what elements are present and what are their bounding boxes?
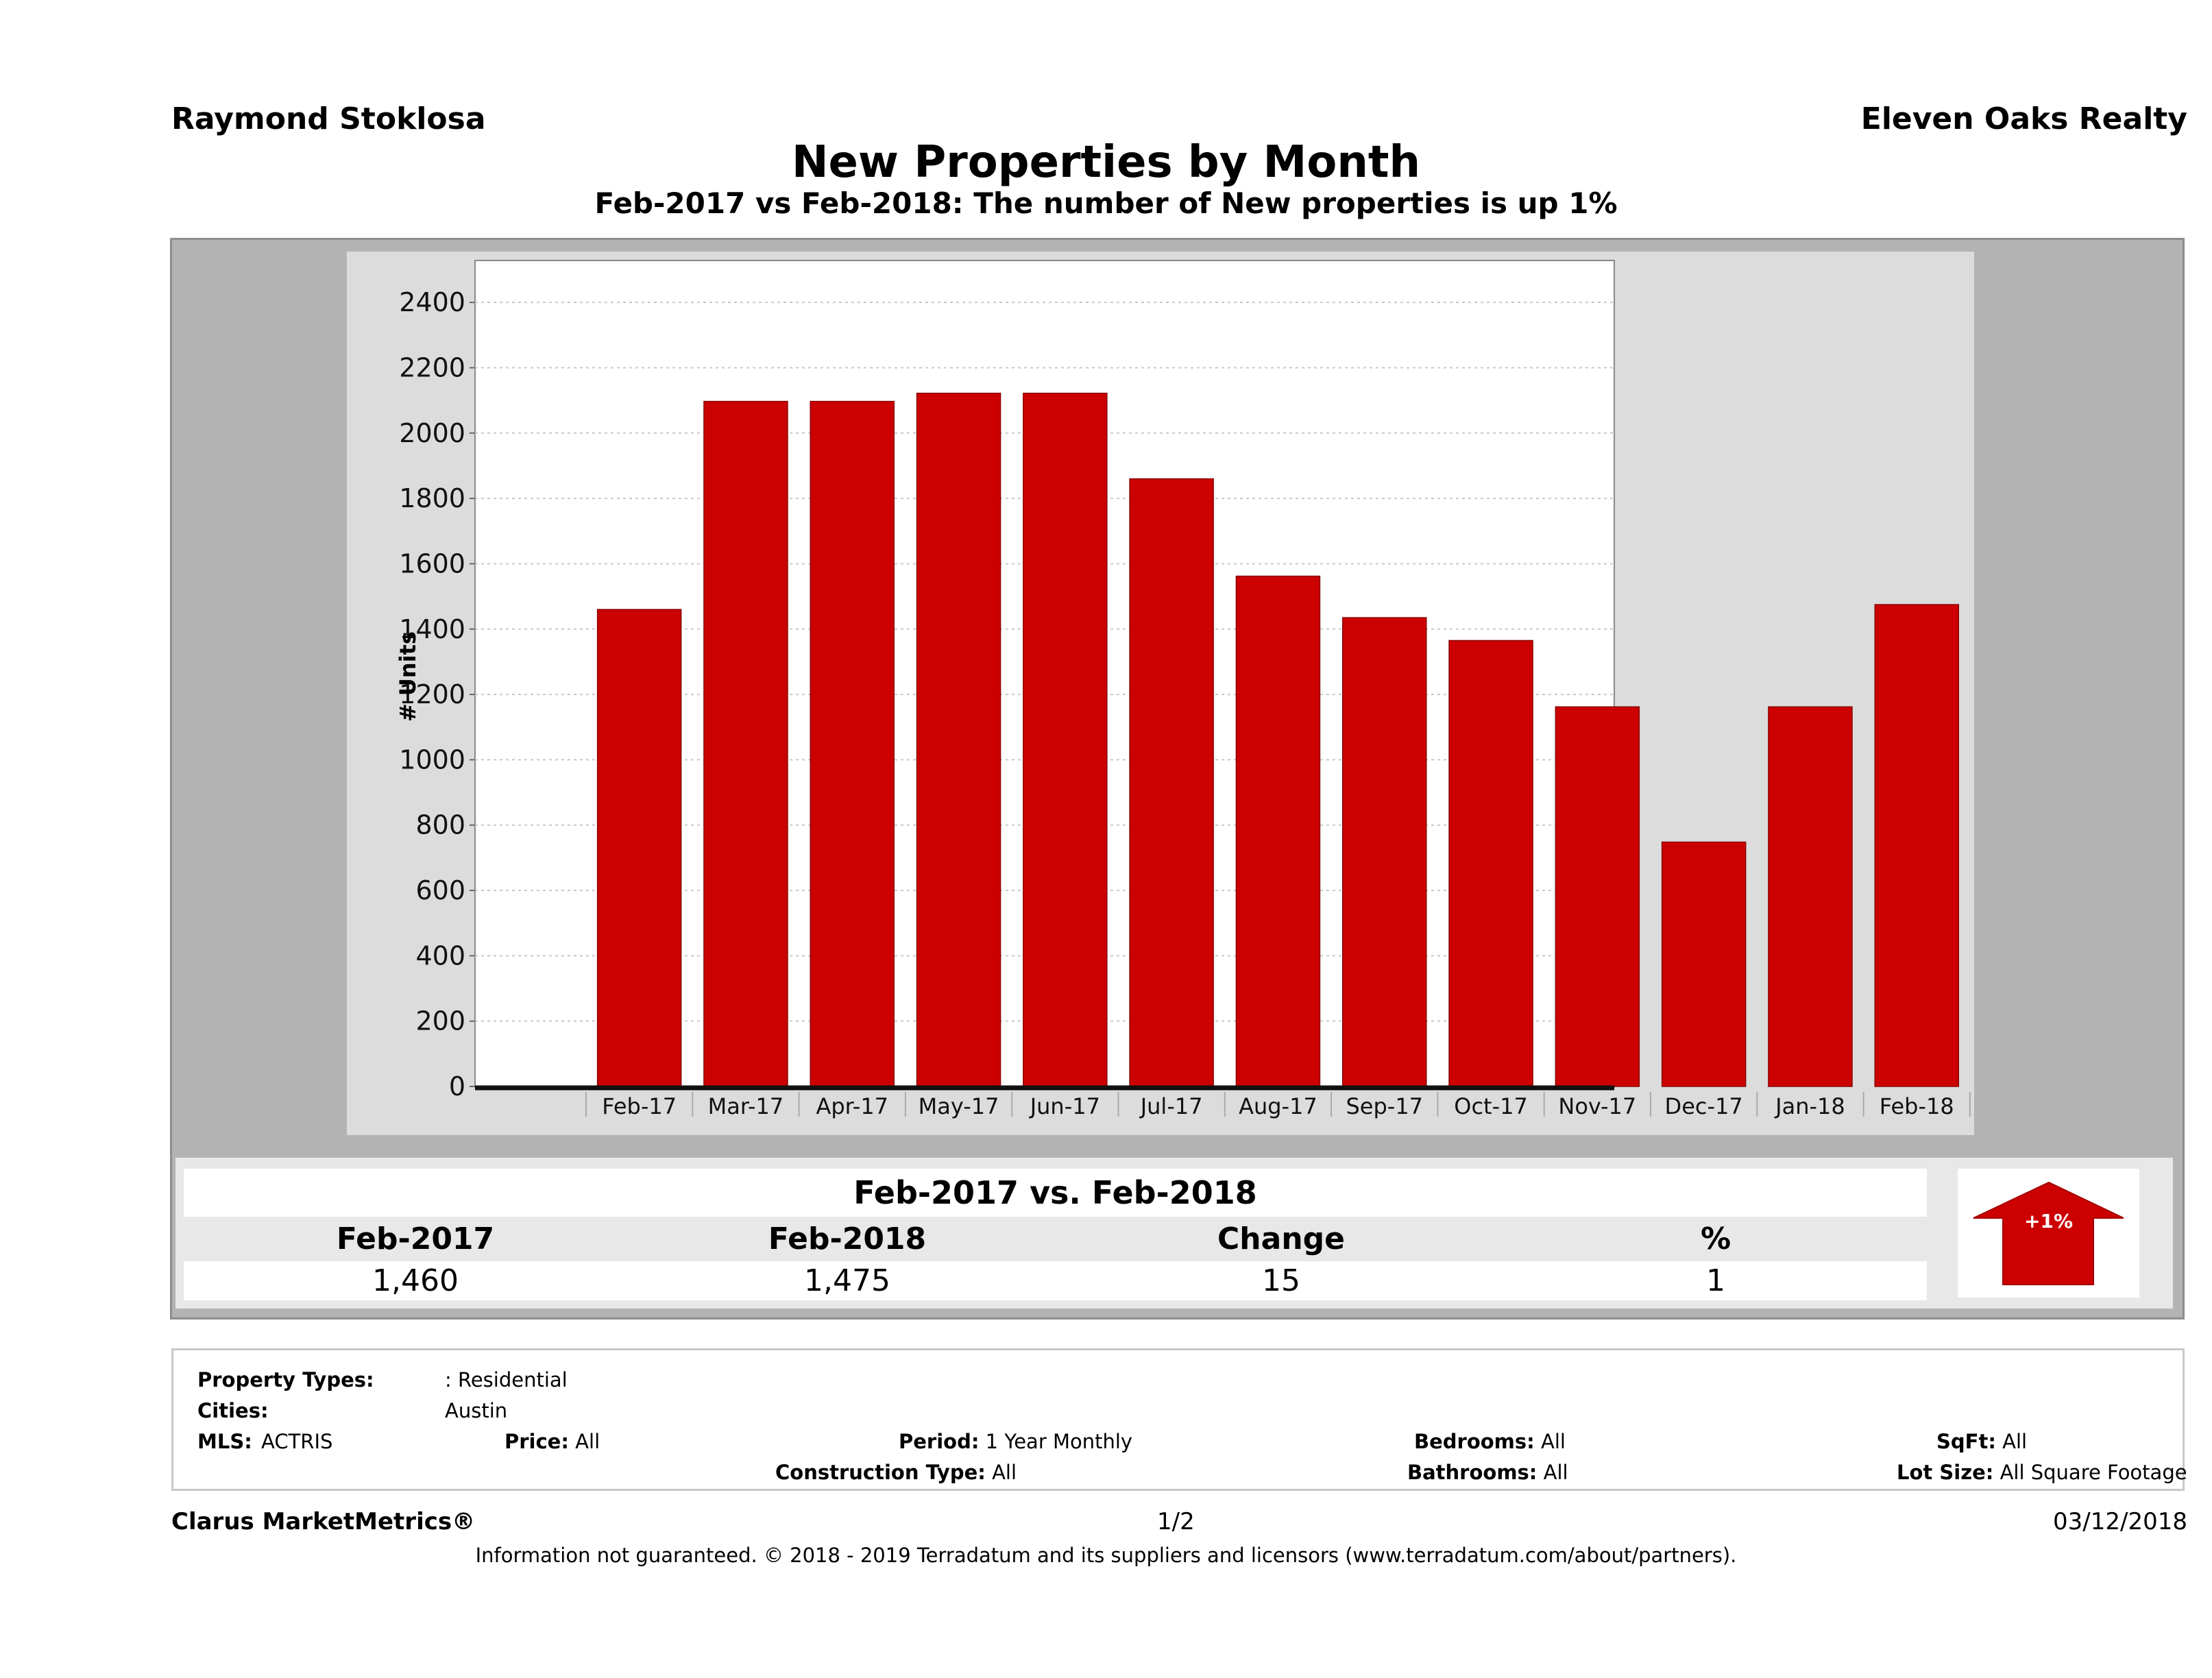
filter-bedrooms-value: All	[1540, 1430, 1566, 1453]
y-tick-label: 2000	[399, 418, 465, 448]
y-tick-label: 2400	[399, 287, 465, 317]
x-axis-ticks: Feb-17 Mar-17 Apr-17 May-17 Jun-17 Jul-17 Aug-…	[585, 1092, 1971, 1119]
change-badge-label: +1%	[2024, 1210, 2073, 1232]
bar-jan-18	[1768, 706, 1853, 1087]
header-feb-2018: Feb-2018	[768, 1221, 927, 1256]
x-tick-label: Nov-17	[1558, 1093, 1636, 1119]
bar-sep-17	[1342, 617, 1427, 1087]
filter-construction-label: Construction Type:	[775, 1461, 986, 1484]
x-tick-label: Jun-17	[1029, 1093, 1100, 1119]
x-tick-label: Feb-17	[602, 1093, 677, 1119]
filter-bathrooms-label: Bathrooms:	[1407, 1461, 1538, 1484]
filter-cities-label: Cities:	[197, 1399, 269, 1422]
x-tick-label: Jul-17	[1139, 1093, 1203, 1119]
y-tick-label: 1400	[399, 614, 465, 644]
x-tick-label: Sep-17	[1346, 1093, 1423, 1119]
y-tick-label: 400	[415, 940, 465, 971]
header-feb-2017: Feb-2017	[336, 1221, 495, 1256]
arrow-up-icon	[1973, 1181, 2124, 1285]
bar-mar-17	[703, 400, 788, 1087]
report-date: 03/12/2018	[2053, 1508, 2187, 1535]
x-tick-label: Oct-17	[1454, 1093, 1528, 1119]
bar-feb-17	[596, 609, 682, 1087]
value-change: 15	[1262, 1263, 1300, 1298]
value-feb-2017: 1,460	[372, 1263, 459, 1298]
bar-dec-17	[1661, 841, 1747, 1087]
comparison-header-row: Feb-2017 Feb-2018 Change %	[184, 1217, 1927, 1261]
filter-period-value: 1 Year Monthly	[985, 1430, 1133, 1453]
bar-aug-17	[1235, 575, 1321, 1087]
filter-property-types-value: : Residential	[445, 1368, 568, 1391]
bar-nov-17	[1555, 706, 1640, 1087]
disclaimer: Information not guaranteed. © 2018 - 201…	[475, 1544, 1737, 1567]
header-change: Change	[1217, 1221, 1345, 1256]
filter-panel: Property Types: : Residential Cities: Au…	[171, 1348, 2187, 1491]
y-tick-label: 1800	[399, 483, 465, 513]
x-tick-label: Mar-17	[708, 1093, 784, 1119]
x-tick-label: May-17	[919, 1093, 999, 1119]
bar-jul-17	[1129, 478, 1214, 1087]
comparison-values-row: 1,460 1,475 15 1	[184, 1261, 1927, 1300]
y-tick-label: 2200	[399, 352, 465, 382]
bar-jun-17	[1023, 392, 1108, 1087]
agent-name: Raymond Stoklosa	[171, 101, 486, 136]
y-tick-label: 1600	[399, 548, 465, 579]
filter-property-types-label: Property Types:	[197, 1368, 374, 1391]
filter-price-value: All	[575, 1430, 600, 1453]
filter-sqft-value: All	[2002, 1430, 2028, 1453]
filter-lotsize-value: All Square Footage	[2000, 1461, 2187, 1484]
footer-brand: Clarus MarketMetrics®	[171, 1508, 476, 1535]
x-tick-label: Aug-17	[1239, 1093, 1317, 1119]
x-tick-label: Feb-18	[1880, 1093, 1954, 1119]
filter-period-label: Period:	[899, 1430, 980, 1453]
y-tick-label: 1200	[399, 679, 465, 709]
filter-lotsize-label: Lot Size:	[1897, 1461, 1994, 1484]
filter-construction-value: All	[992, 1461, 1017, 1484]
y-tick-label: 0	[449, 1071, 465, 1102]
y-axis-ticks: 0 200 400 600 800 1000 1200 1400 1600 1800 2000 220…	[399, 287, 475, 1102]
x-tick-label: Jan-18	[1774, 1093, 1845, 1119]
y-tick-label: 600	[415, 875, 465, 905]
y-tick-label: 200	[415, 1006, 465, 1036]
report-subtitle: Feb-2017 vs Feb-2018: The number of New …	[594, 186, 1618, 220]
header-percent: %	[1700, 1221, 1731, 1256]
report-title: New Properties by Month	[791, 137, 1421, 188]
chart-panel: 0 200 400 600 800 1000 1200 1400 1600 1800 2000 220…	[347, 252, 1974, 1135]
filter-sqft-label: SqFt:	[1936, 1430, 1996, 1453]
y-tick-label: 800	[415, 810, 465, 840]
filter-price-label: Price:	[505, 1430, 569, 1453]
bar-chart: 0 200 400 600 800 1000 1200 1400 1600 1800 2000 220…	[395, 260, 1971, 1119]
bars	[596, 392, 1959, 1087]
filter-cities-value: Austin	[445, 1399, 508, 1422]
company-name: Eleven Oaks Realty	[1860, 101, 2187, 136]
bar-feb-18	[1874, 604, 1959, 1087]
x-tick-label: Dec-17	[1665, 1093, 1743, 1119]
filter-bedrooms-label: Bedrooms:	[1414, 1430, 1535, 1453]
bar-apr-17	[810, 400, 895, 1087]
filter-mls-label: MLS:	[197, 1430, 252, 1453]
value-percent: 1	[1706, 1263, 1725, 1298]
value-feb-2018: 1,475	[804, 1263, 890, 1298]
y-axis-label: # Units	[395, 631, 421, 722]
bar-may-17	[916, 392, 1001, 1087]
x-tick-label: Apr-17	[816, 1093, 888, 1119]
bar-oct-17	[1448, 640, 1533, 1087]
filter-mls-value: ACTRIS	[261, 1430, 333, 1453]
y-tick-label: 1000	[399, 744, 465, 775]
filter-bathrooms-value: All	[1543, 1461, 1568, 1484]
change-badge: +1%	[1958, 1169, 2139, 1298]
comparison-title: Feb-2017 vs. Feb-2018	[184, 1169, 1927, 1217]
page-number: 1/2	[1157, 1508, 1195, 1535]
